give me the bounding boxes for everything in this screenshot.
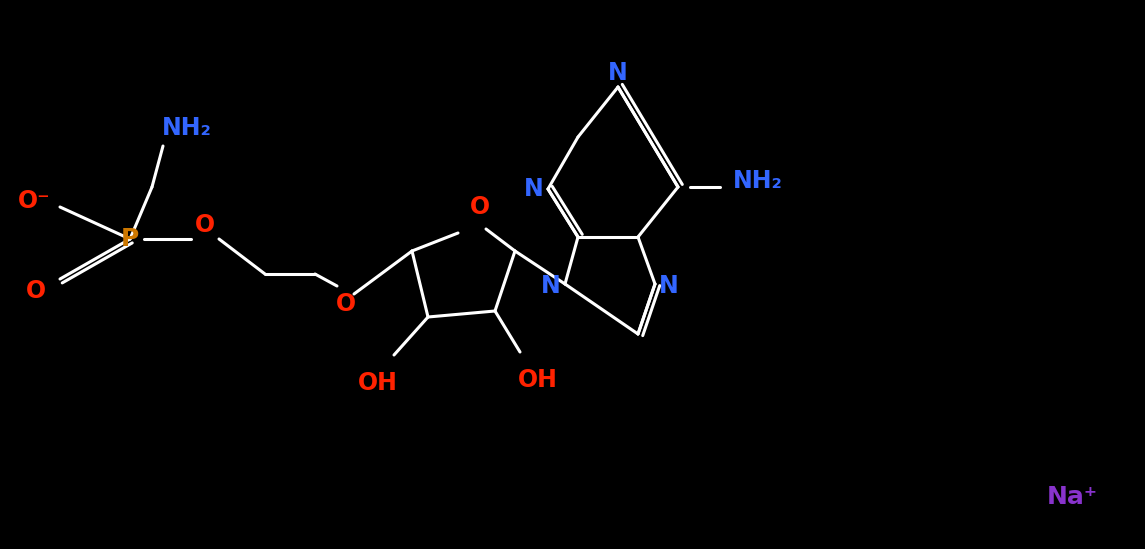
Text: NH₂: NH₂ [733, 169, 783, 193]
Text: N: N [608, 61, 627, 85]
Text: O: O [335, 292, 356, 316]
Text: OH: OH [518, 368, 558, 392]
Text: N: N [542, 274, 561, 298]
Text: OH: OH [358, 371, 398, 395]
Text: N: N [660, 274, 679, 298]
Text: Na⁺: Na⁺ [1047, 485, 1098, 509]
Text: P: P [121, 227, 140, 251]
Text: O⁻: O⁻ [17, 189, 50, 213]
Text: O: O [469, 195, 490, 219]
Text: NH₂: NH₂ [163, 116, 212, 140]
Text: O: O [195, 213, 215, 237]
Text: N: N [524, 177, 544, 201]
Text: O: O [26, 279, 46, 303]
